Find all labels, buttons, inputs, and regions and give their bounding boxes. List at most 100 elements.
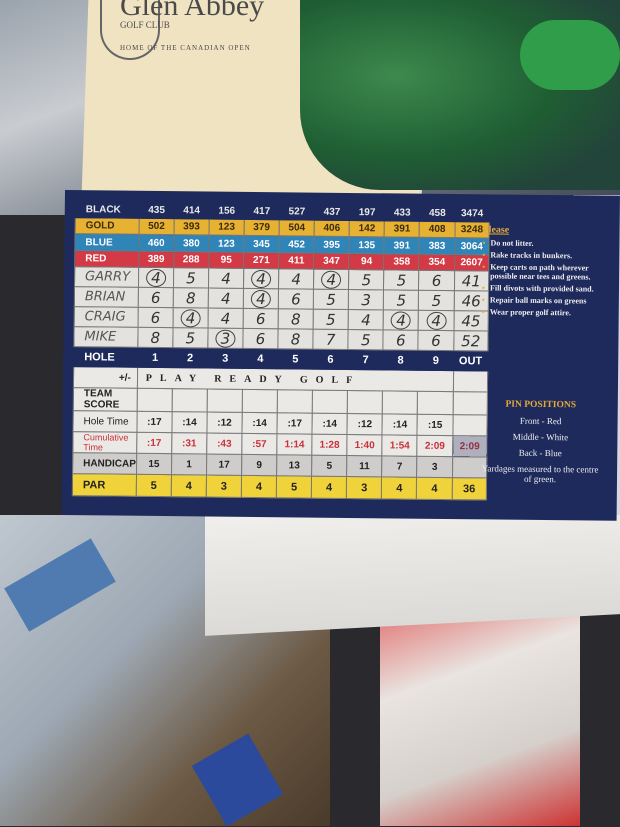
yardage-cell: 347 [313,253,350,270]
handicap: 17 [206,453,242,476]
score: 8 [290,329,301,348]
team-score-cell [312,390,348,414]
score-cell: 6 [418,270,455,291]
score: 5 [360,330,371,349]
score-cell: 8 [277,328,314,350]
cumulative-time: :17 [136,432,172,454]
team-score-label: TEAM SCORE [73,387,138,412]
par: 3 [206,474,242,498]
etiquette-title: Please [482,224,510,236]
score: 5 [326,290,336,309]
hole-time: :12 [347,413,383,435]
yardage-cell: 460 [138,234,174,252]
score-cell: 4 [208,288,244,309]
score-cell: 6 [418,330,454,351]
yardage-cell: 433 [384,203,420,222]
yardage-note: Yardages measured to the centre of green… [481,463,599,485]
tee-name: BLUE [74,233,139,252]
handicap: 7 [381,455,418,478]
score: 6 [291,289,301,308]
team-score-cell [417,391,454,415]
hole-time: :15 [417,414,453,436]
etiquette-item: Keep carts on path wherever possible nea… [482,262,607,281]
etiquette-item: Fill divots with provided sand. [482,283,607,293]
logo-subtitle: GOLF CLUB [120,20,170,30]
score-cell: 5 [348,269,385,290]
yardage-cell: 345 [243,235,280,253]
player-name: BRIAN [74,286,139,308]
hole-time: :14 [312,413,348,435]
cumulative-time: 1:54 [382,434,418,457]
score-cell: 8 [173,287,209,309]
hole-number: 2 [172,347,208,369]
score: 4 [361,310,371,329]
score-cell: 5 [348,329,384,350]
team-score-cell [136,388,173,412]
score: 8 [290,309,301,328]
score-cell: 6 [138,287,174,308]
etiquette-item: Do not litter. [482,238,607,248]
score-cell: 6 [243,308,279,329]
yardage-cell: 94 [348,253,385,270]
handicap: 11 [346,455,383,477]
score-cell: 4 [138,267,174,288]
scorecard-table: BLACK 435 414 156 417 527 437 197 433 458 3474 GOLD… [72,200,490,500]
score-cell: 4 [243,268,279,289]
score-cell: 4 [383,309,419,331]
score: 4 [291,269,302,288]
score: 6 [150,308,161,327]
team-score-cell [277,389,313,414]
score-cell: 8 [278,308,314,330]
yardage-cell: 197 [349,203,385,221]
score: 4 [145,268,166,287]
yardage-cell: 393 [173,218,210,236]
yardage-cell: 389 [138,251,174,268]
score: 6 [255,329,266,348]
hole-number: 8 [383,349,419,371]
score-cell: 4 [348,309,384,330]
yardage-cell: 458 [419,204,456,222]
hole-time-label: Hole Time [72,410,137,433]
hole-time: :17 [136,411,173,433]
hole-time: :14 [241,412,278,434]
hole-label: HOLE [73,346,138,368]
etiquette-item: Wear proper golf attire. [482,307,607,317]
yardage-cell: 156 [209,202,245,220]
yardage-cell: 452 [278,235,315,254]
yardage-cell: 123 [208,219,245,236]
yardage-cell: 354 [419,254,455,271]
yardage-cell: 406 [314,220,350,237]
hole-number: 4 [242,348,278,369]
tee-name: BLACK [75,200,140,219]
player-out: 52 [453,330,489,351]
hole-number: 3 [207,348,243,369]
score: 6 [431,331,441,350]
score: 5 [361,270,372,289]
player-name: GARRY [74,266,139,288]
cumulative-time: 1:40 [347,434,383,456]
yardage-cell: 527 [279,202,315,221]
yardage-cell: 504 [279,219,315,237]
score: 5 [396,270,407,290]
pin-positions: PIN POSITIONS Front - Red Middle - White… [480,399,601,490]
pin-front: Front - Red [519,415,562,427]
yardage-cell: 408 [419,221,455,238]
tee-name: GOLD [75,217,139,235]
out-label: OUT [453,350,488,371]
score-cell: 5 [418,290,455,311]
score-cell: 3 [348,289,384,310]
cumulative-time: :43 [206,432,242,455]
score: 3 [361,290,372,309]
yardage-cell: 435 [138,201,175,219]
pin-back: Back - Blue [518,447,562,459]
yardage-cell: 95 [208,252,244,269]
par: 5 [276,475,312,499]
hole-number: 7 [347,349,384,370]
score: 5 [186,268,196,287]
player-name: CRAIG [74,306,139,328]
yardage-cell: 123 [208,235,245,253]
pin-title: PIN POSITIONS [505,399,577,411]
team-score-cell [172,388,208,413]
score-cell: 6 [242,328,279,349]
score: 5 [396,290,407,310]
